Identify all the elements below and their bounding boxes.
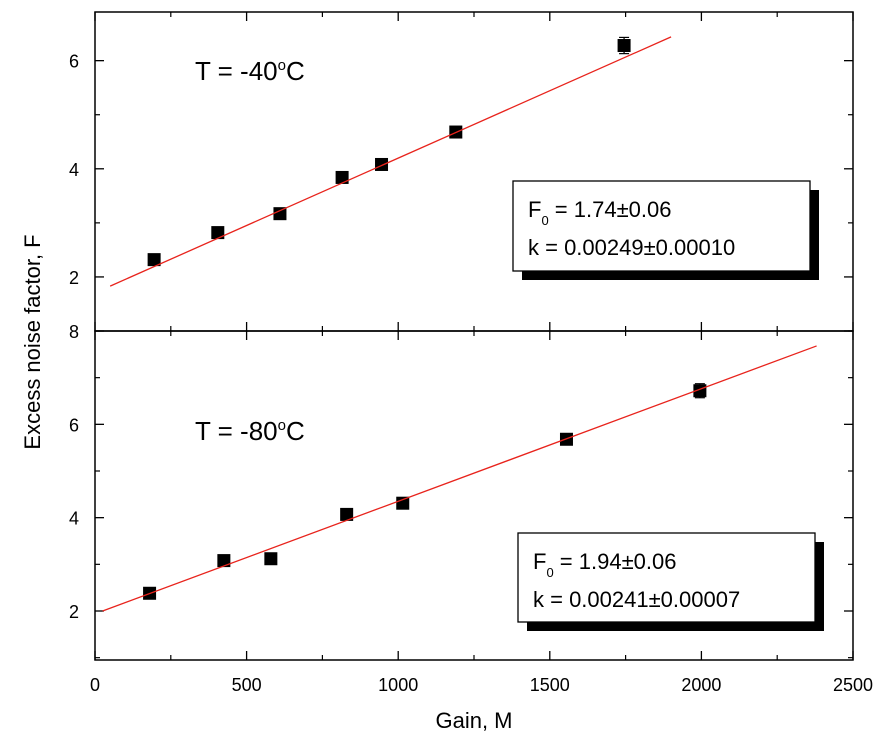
fit-box: [517, 532, 816, 623]
x-axis-title: Gain, M: [435, 708, 512, 733]
bottom-panel: 2 4 6 8 0 500 1000 1500 2000 2500 T = -80oC F0 = 1.…: [69, 322, 873, 695]
temperature-label: T = -80oC: [195, 416, 305, 446]
data-point: [617, 39, 631, 53]
top-panel: 2 4 6 T = -40oC F0 = 1.74±0.06 k = 0.00249±0.…: [69, 11, 854, 332]
x-tick-label: 2500: [833, 675, 873, 695]
data-point: [335, 170, 349, 184]
x-tick-label: 2000: [681, 675, 721, 695]
fit-line: [102, 345, 817, 612]
temperature-label: T = -40oC: [195, 56, 305, 86]
y-tick-label: 6: [69, 52, 79, 72]
y-tick-label: 4: [69, 160, 79, 180]
data-point: [396, 496, 410, 510]
x-tick-label: 0: [90, 675, 100, 695]
y-tick-label: 8: [69, 322, 79, 342]
y-tick-label: 2: [69, 602, 79, 622]
fit-parameter-f0: F0 = 1.74±0.06: [528, 197, 671, 228]
data-point: [217, 554, 231, 568]
y-tick-label: 6: [69, 415, 79, 435]
data-point: [375, 157, 389, 171]
fit-parameter-f0: F0 = 1.94±0.06: [533, 549, 676, 580]
fit-line: [109, 36, 672, 287]
y-tick-label: 4: [69, 509, 79, 529]
fit-parameter-k: k = 0.00249±0.00010: [528, 235, 735, 260]
x-tick-label: 1000: [378, 675, 418, 695]
data-point: [340, 507, 354, 521]
y-tick-label: 2: [69, 268, 79, 288]
data-point: [264, 552, 278, 566]
x-tick-label: 500: [232, 675, 262, 695]
data-point: [273, 207, 287, 221]
y-axis-title: Excess noise factor, F: [20, 234, 45, 449]
fit-parameter-k: k = 0.00241±0.00007: [533, 587, 740, 612]
fit-box: [512, 180, 811, 272]
data-point: [147, 253, 161, 267]
x-tick-label: 1500: [530, 675, 570, 695]
data-point: [211, 226, 225, 240]
